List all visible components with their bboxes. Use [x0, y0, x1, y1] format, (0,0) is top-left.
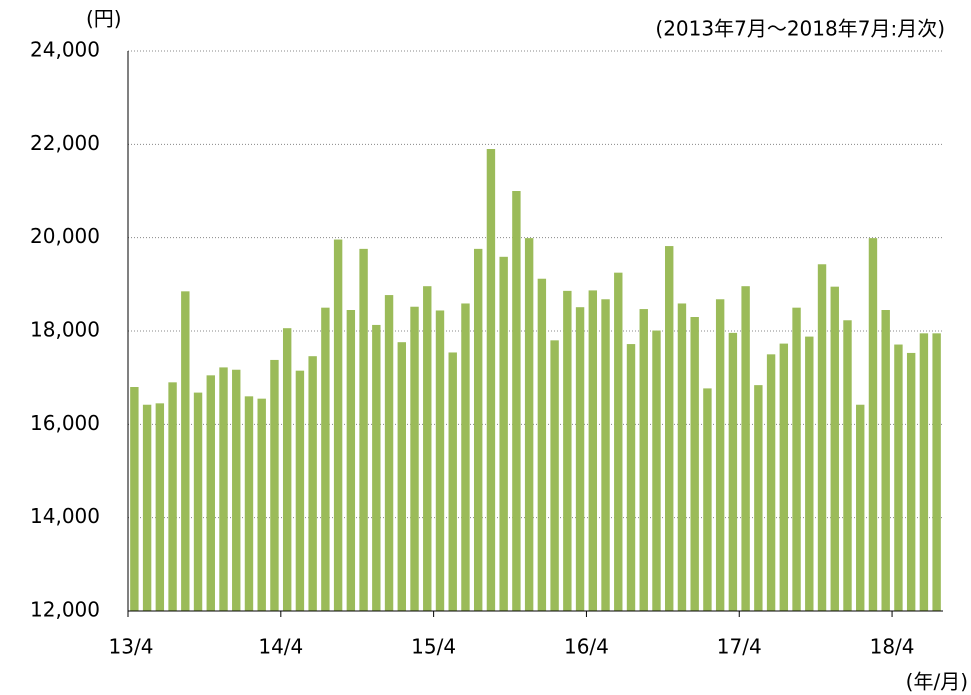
bar [142, 404, 152, 611]
bar [384, 295, 394, 611]
bar [423, 286, 432, 611]
bar [435, 310, 445, 611]
y-tick-label: 22,000 [30, 131, 100, 155]
bar [499, 256, 508, 611]
y-tick-label: 14,000 [30, 504, 100, 528]
x-tick-label: 13/4 [109, 635, 154, 659]
bar [563, 290, 572, 611]
bar [690, 317, 699, 611]
y-tick-label: 20,000 [30, 224, 100, 248]
bar [397, 342, 406, 611]
y-tick-label: 16,000 [30, 411, 100, 435]
bar [257, 398, 266, 611]
bar [894, 344, 903, 611]
bar [868, 238, 878, 611]
bar [805, 336, 814, 611]
bar [461, 303, 470, 611]
bar [792, 307, 801, 611]
bar [282, 328, 292, 611]
bar [346, 310, 356, 611]
bar [677, 303, 687, 611]
unit-label: (円) [86, 7, 122, 31]
bar [193, 392, 203, 611]
x-tick-label: 15/4 [411, 635, 456, 659]
bar [155, 403, 165, 611]
bar [817, 264, 827, 611]
bar [703, 388, 712, 611]
bar [919, 333, 929, 611]
x-tick-label: 16/4 [564, 635, 609, 659]
bar [181, 291, 190, 611]
bar [830, 286, 839, 611]
bar [754, 385, 763, 611]
bar [372, 324, 381, 611]
y-tick-label: 24,000 [30, 38, 100, 62]
bar [881, 310, 890, 611]
x-tick-label: 14/4 [258, 635, 303, 659]
bar [130, 387, 139, 611]
bar [614, 272, 623, 611]
bar [219, 367, 228, 611]
bar [843, 320, 852, 611]
bar [244, 396, 254, 611]
bar [856, 404, 865, 611]
bar [932, 333, 941, 611]
y-tick-label: 12,000 [30, 598, 100, 622]
bar [728, 332, 738, 611]
bar [715, 299, 725, 611]
bar [537, 278, 547, 611]
bar [473, 248, 483, 611]
bar [512, 191, 521, 611]
bar [168, 382, 177, 611]
bar [741, 286, 750, 611]
bar [575, 307, 585, 611]
bar [359, 248, 368, 611]
bar [766, 354, 776, 611]
bar [410, 306, 419, 611]
chart-subtitle: (2013年7月～2018年7月:月次) [655, 17, 945, 41]
bar [448, 352, 457, 611]
bar [588, 290, 598, 611]
bar [333, 239, 343, 612]
bar [665, 246, 674, 612]
bar [652, 330, 661, 611]
x-tick-label: 18/4 [870, 635, 915, 659]
bar [626, 344, 636, 611]
y-tick-label: 18,000 [30, 318, 100, 342]
bar [524, 238, 534, 611]
x-axis-label: (年/月) [906, 670, 968, 694]
bar [308, 356, 317, 611]
bar [295, 370, 305, 611]
bar [270, 359, 279, 611]
bar [639, 309, 648, 611]
x-tick-label: 17/4 [717, 635, 762, 659]
bar [486, 149, 496, 611]
bar [906, 352, 916, 611]
bar [232, 369, 241, 611]
bar [206, 375, 215, 611]
bar [550, 340, 559, 611]
bar [601, 299, 610, 611]
bar [779, 343, 789, 611]
bar [321, 307, 330, 611]
